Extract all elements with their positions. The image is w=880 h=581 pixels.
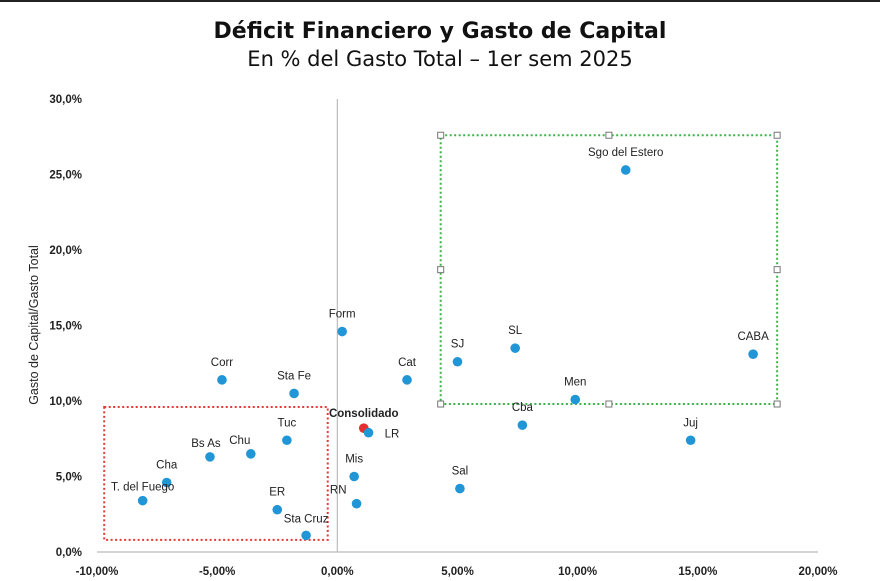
data-point-mis xyxy=(349,471,359,482)
selection-handle[interactable] xyxy=(437,131,445,139)
data-point-men xyxy=(570,394,581,405)
x-tick-label: 5,00% xyxy=(441,566,474,578)
y-tick-label: 10,0% xyxy=(49,396,82,408)
data-point-chu xyxy=(246,449,256,459)
point-label-sl: SL xyxy=(508,325,523,337)
point-label-sj: SJ xyxy=(451,339,464,351)
data-point-cba xyxy=(517,420,528,430)
y-tick-label: 25,0% xyxy=(49,170,82,182)
selection-handle[interactable] xyxy=(605,400,613,408)
data-point-cha xyxy=(161,477,172,488)
x-axis-ticks: -10,00% -5,00% 0,00% 5,00% 10,00% 15,00% 20,00… xyxy=(76,566,838,578)
red-highlight-box xyxy=(103,406,329,541)
point-label-t-del-fuego: T. del Fuego xyxy=(111,482,174,494)
point-label-sgo-del-estero: Sgo del Estero xyxy=(588,147,663,159)
x-tick-label: 20,00% xyxy=(798,566,837,578)
data-point-sta-cruz xyxy=(301,530,311,541)
point-labels: Sgo del Estero CABA SL SJ Men Cba Juj Sal Form Ca… xyxy=(111,147,769,525)
point-label-cat: Cat xyxy=(398,357,417,369)
point-label-men: Men xyxy=(564,376,586,388)
chart-subtitle: En % del Gasto Total – 1er sem 2025 xyxy=(247,47,633,71)
selection-handle[interactable] xyxy=(773,266,781,274)
point-label-bs-as: Bs As xyxy=(191,438,221,450)
data-point-corr xyxy=(217,375,227,385)
x-tick-label: 15,00% xyxy=(678,566,717,578)
y-axis-label: Gasto de Capital/Gasto Total xyxy=(27,245,41,405)
data-points xyxy=(137,165,758,541)
point-label-chu: Chu xyxy=(229,435,250,447)
data-point-sta-fe xyxy=(289,388,299,399)
x-tick-label: -10,00% xyxy=(76,566,119,578)
point-label-lr: LR xyxy=(385,429,400,441)
point-label-sal: Sal xyxy=(452,466,469,478)
point-label-sta-fe: Sta Fe xyxy=(277,370,311,382)
point-label-cba: Cba xyxy=(512,402,534,414)
selection-handle[interactable] xyxy=(437,400,445,408)
point-label-form: Form xyxy=(329,309,356,321)
x-tick-label: -5,00% xyxy=(199,566,235,578)
selection-handle[interactable] xyxy=(773,400,781,408)
point-label-mis: Mis xyxy=(345,454,363,466)
data-point-t-del-fuego xyxy=(137,495,148,506)
axes xyxy=(97,99,818,553)
point-label-cha: Cha xyxy=(156,460,178,472)
selection-handle[interactable] xyxy=(773,131,781,139)
chart-header: Déficit Financiero y Gasto de Capital En… xyxy=(0,18,880,72)
data-point-bs-as xyxy=(205,452,215,462)
data-point-sl xyxy=(510,343,520,353)
data-point-juj xyxy=(685,435,696,446)
data-point-lr xyxy=(363,427,374,438)
data-point-sgo-del-estero xyxy=(620,165,631,175)
point-label-caba: CABA xyxy=(737,331,769,343)
y-tick-label: 30,0% xyxy=(49,94,82,106)
data-point-tuc xyxy=(282,435,292,446)
point-label-tuc: Tuc xyxy=(277,417,296,429)
x-tick-label: 10,00% xyxy=(558,566,597,578)
selection-handle[interactable] xyxy=(605,131,613,139)
highlight-regions xyxy=(103,131,781,541)
point-label-sta-cruz: Sta Cruz xyxy=(284,513,329,525)
chart-title: Déficit Financiero y Gasto de Capital xyxy=(213,19,667,44)
data-point-sal xyxy=(455,483,465,494)
data-point-sj xyxy=(452,356,463,367)
data-point-caba xyxy=(748,349,758,359)
data-point-form xyxy=(337,326,347,337)
y-tick-label: 0,0% xyxy=(56,547,82,559)
y-axis-ticks: 0,0% 5,0% 10,0% 15,0% 20,0% 25,0% 30,0% xyxy=(49,94,82,559)
data-point-rn xyxy=(351,498,362,509)
data-point-er xyxy=(272,504,283,515)
point-label-corr: Corr xyxy=(211,357,234,369)
y-tick-label: 20,0% xyxy=(49,245,82,257)
selection-handle[interactable] xyxy=(437,266,445,274)
point-label-consolidado: Consolidado xyxy=(329,408,399,420)
point-label-juj: Juj xyxy=(683,417,698,429)
x-tick-label: 0,00% xyxy=(321,566,354,578)
y-tick-label: 15,0% xyxy=(49,321,82,333)
top-rule xyxy=(0,0,880,2)
data-point-cat xyxy=(402,375,412,385)
y-tick-label: 5,0% xyxy=(56,472,82,484)
point-label-rn: RN xyxy=(330,485,347,497)
green-highlight-box xyxy=(439,134,779,406)
point-label-er: ER xyxy=(269,487,285,499)
